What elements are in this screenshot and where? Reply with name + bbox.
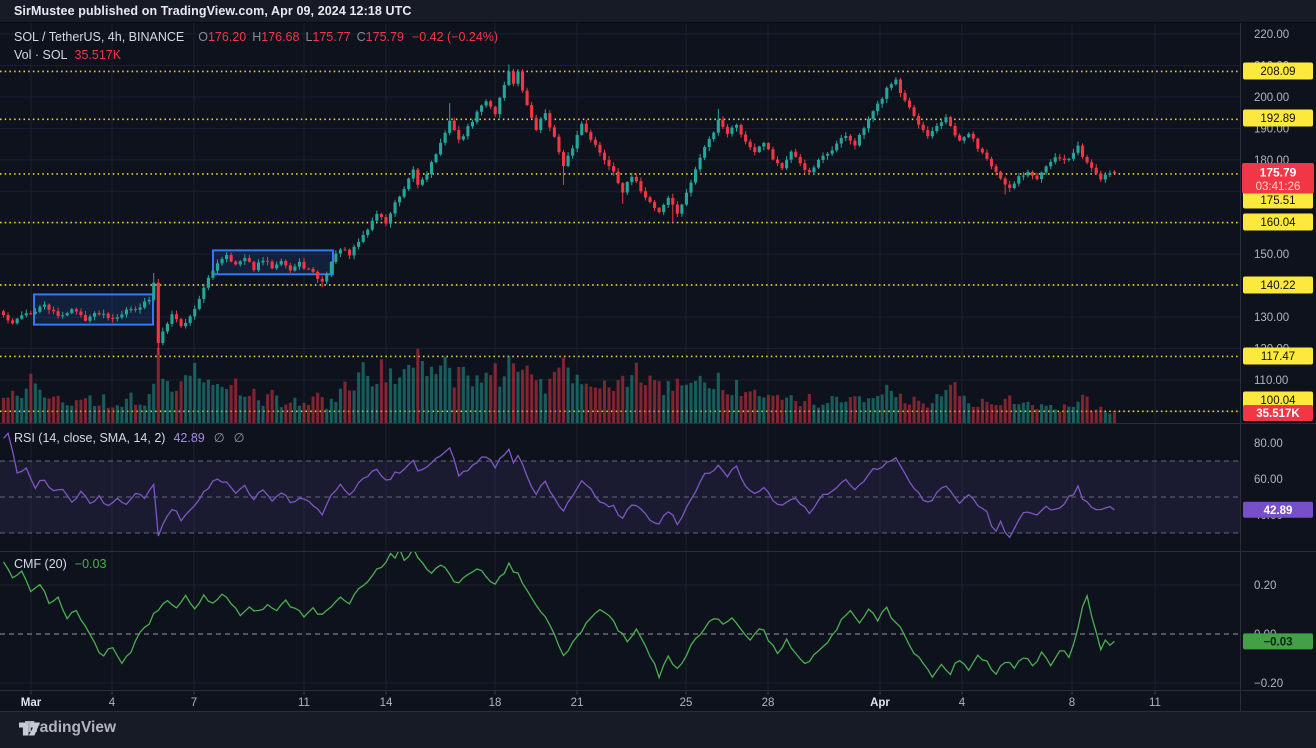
time-tick-label: 8 — [1069, 697, 1075, 709]
chart-background — [0, 23, 1316, 712]
time-tick-label: Mar — [21, 697, 42, 709]
cmf-line — [2, 552, 1115, 680]
svg-text:42.89: 42.89 — [1264, 505, 1293, 517]
svg-text:80.00: 80.00 — [1254, 438, 1283, 450]
time-tick-label: 4 — [959, 697, 966, 709]
svg-text:175.51: 175.51 — [1260, 195, 1295, 207]
time-tick-label: 21 — [571, 697, 584, 709]
svg-text:−0.20: −0.20 — [1254, 678, 1283, 690]
time-axis[interactable]: Mar 4 7 11 14 18 21 25 28 Apr 4 8 11 — [21, 691, 1161, 709]
volume-layer — [1, 347, 1116, 423]
price-gridlines — [0, 33, 1240, 412]
svg-text:0.20: 0.20 — [1254, 580, 1276, 592]
alert-price-label[interactable] — [1243, 62, 1313, 80]
rsi-band — [0, 461, 1240, 533]
time-tick-label: 11 — [1149, 697, 1161, 709]
svg-text:−0.03: −0.03 — [1263, 636, 1292, 648]
svg-text:200.00: 200.00 — [1254, 92, 1289, 104]
alert-price-label[interactable] — [1243, 347, 1313, 365]
cmf-axis-label[interactable] — [1243, 633, 1313, 650]
volume-axis-label[interactable] — [1243, 405, 1313, 421]
rsi-axis-label[interactable] — [1243, 501, 1313, 518]
alert-price-label[interactable] — [1243, 213, 1313, 231]
top-strip — [0, 0, 1316, 23]
time-tick-label: 18 — [489, 697, 502, 709]
last-price-label — [1242, 163, 1314, 194]
alert-price-label[interactable] — [1243, 276, 1313, 294]
time-tick-label: 4 — [109, 697, 116, 709]
price-axis[interactable]: 220.00210.00200.00190.00180.00170.00160.… — [1242, 29, 1314, 690]
svg-text:110.00: 110.00 — [1254, 375, 1288, 387]
time-tick-label: 11 — [298, 697, 310, 709]
svg-text:60.00: 60.00 — [1254, 474, 1283, 486]
time-tick-label: 7 — [191, 697, 197, 709]
rsi-line — [3, 431, 1115, 539]
time-tick-label: Apr — [870, 697, 890, 709]
alert-price-label[interactable] — [1243, 109, 1313, 127]
bar-countdown: 03:41:26 — [1256, 181, 1301, 193]
svg-text:220.00: 220.00 — [1254, 29, 1289, 41]
svg-text:117.47: 117.47 — [1261, 351, 1295, 363]
svg-text:130.00: 130.00 — [1254, 312, 1289, 324]
alert-price-label[interactable] — [1243, 391, 1313, 409]
svg-text:208.09: 208.09 — [1260, 66, 1295, 78]
alert-price-label[interactable] — [1243, 191, 1313, 209]
time-tick-label: 14 — [380, 697, 393, 709]
svg-text:175.79: 175.79 — [1260, 166, 1297, 180]
svg-text:160.04: 160.04 — [1260, 217, 1296, 229]
svg-text:140.22: 140.22 — [1260, 280, 1295, 292]
svg-text:100.04: 100.04 — [1260, 395, 1296, 407]
svg-text:35.517K: 35.517K — [1256, 408, 1300, 420]
svg-text:192.89: 192.89 — [1260, 113, 1295, 125]
time-tick-label: 25 — [680, 697, 693, 709]
svg-text:150.00: 150.00 — [1254, 249, 1289, 261]
candles-layer — [1, 64, 1116, 355]
time-tick-label: 28 — [762, 697, 775, 709]
bottom-strip — [0, 712, 1316, 748]
